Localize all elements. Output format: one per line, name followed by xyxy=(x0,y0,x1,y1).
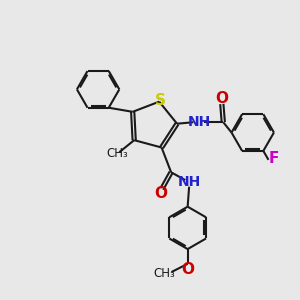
Text: O: O xyxy=(215,91,228,106)
Text: NH: NH xyxy=(178,175,201,189)
Text: O: O xyxy=(154,186,168,201)
Text: CH₃: CH₃ xyxy=(106,147,128,160)
Text: CH₃: CH₃ xyxy=(153,267,175,280)
Text: NH: NH xyxy=(188,115,211,129)
Text: F: F xyxy=(268,151,279,166)
Text: O: O xyxy=(181,262,194,277)
Text: S: S xyxy=(155,93,166,108)
